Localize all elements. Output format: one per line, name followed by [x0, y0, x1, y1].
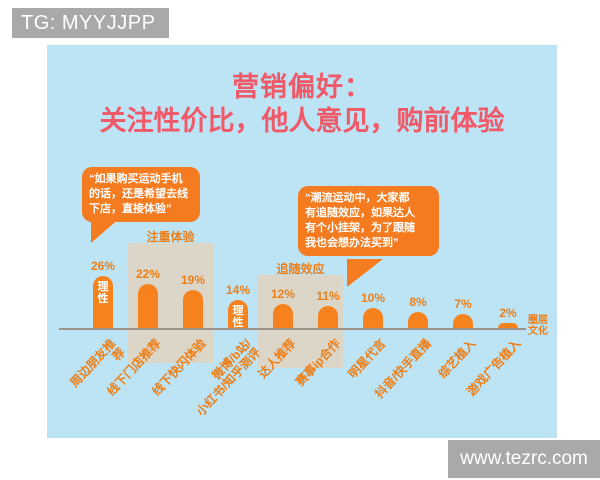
quote-bubble-left: “如果购买运动手机 的话，还是希望去线 下店，直接体验” [82, 167, 200, 222]
bar-value-label: 2% [499, 306, 517, 320]
bar [93, 276, 113, 328]
bar [318, 306, 338, 328]
bar-value-label: 19% [180, 273, 206, 287]
bar [183, 290, 203, 328]
highlight-label-experience: 注重体验 [146, 230, 195, 244]
bar [498, 323, 518, 328]
bar-value-label: 11% [316, 289, 340, 303]
telegram-handle-badge: TG: MYYJJPP [12, 8, 169, 38]
bar [363, 308, 383, 328]
bubble-tail-left [91, 217, 121, 243]
bar-value-label: 26% [90, 259, 116, 273]
telegram-handle-text: TG: MYYJJPP [21, 12, 156, 34]
bar-value-label: 12% [270, 287, 296, 301]
bar [408, 312, 428, 328]
x-axis-line [59, 328, 526, 330]
bar-value-label: 10% [360, 291, 386, 305]
quote-line: 我也会想办法买到” [305, 237, 399, 249]
bar-annotation: 理性 [232, 305, 244, 329]
quote-line: “潮流运动中，大家都 [305, 192, 410, 204]
quote-line: “如果购买运动手机 [89, 173, 183, 185]
bar-annotation: 理性 [97, 281, 109, 305]
site-watermark-text: www.tezrc.com [460, 448, 588, 469]
quote-bubble-right: “潮流运动中，大家都 有追随效应，如果达人 有个小挂架，为了跟随 我也会想办法买… [298, 186, 439, 256]
bubble-tail-right [347, 259, 383, 287]
bar [228, 300, 248, 328]
chart-title-line2: 关注性价比，他人意见，购前体验 [99, 106, 505, 136]
bar-value-label: 7% [454, 297, 472, 311]
bar-value-label: 8% [409, 295, 427, 309]
highlight-label-follow: 追随效应 [276, 262, 325, 276]
quote-line: 有个小挂架，为了跟随 [305, 222, 415, 234]
bar [273, 304, 293, 328]
quote-line: 的话，还是希望去线 [89, 188, 188, 200]
category-label: 综艺植入 [435, 336, 479, 381]
bar [453, 314, 473, 328]
site-watermark: www.tezrc.com [448, 440, 600, 478]
chart-panel: 营销偏好： 关注性价比，他人意见，购前体验 “如果购买运动手机 的话，还是希望去… [47, 45, 557, 438]
quote-line: 有追随效应，如果达人 [305, 207, 415, 219]
chart-title-line1: 营销偏好： [232, 72, 372, 102]
bar [138, 284, 158, 328]
bar-value-label: 22% [135, 267, 161, 281]
bar-value-label: 14% [225, 283, 251, 297]
quote-line: 下店，直接体验” [89, 203, 172, 215]
axis-end-label: 圈层 文化 [528, 315, 548, 337]
category-label: 明星代言 [345, 336, 389, 381]
